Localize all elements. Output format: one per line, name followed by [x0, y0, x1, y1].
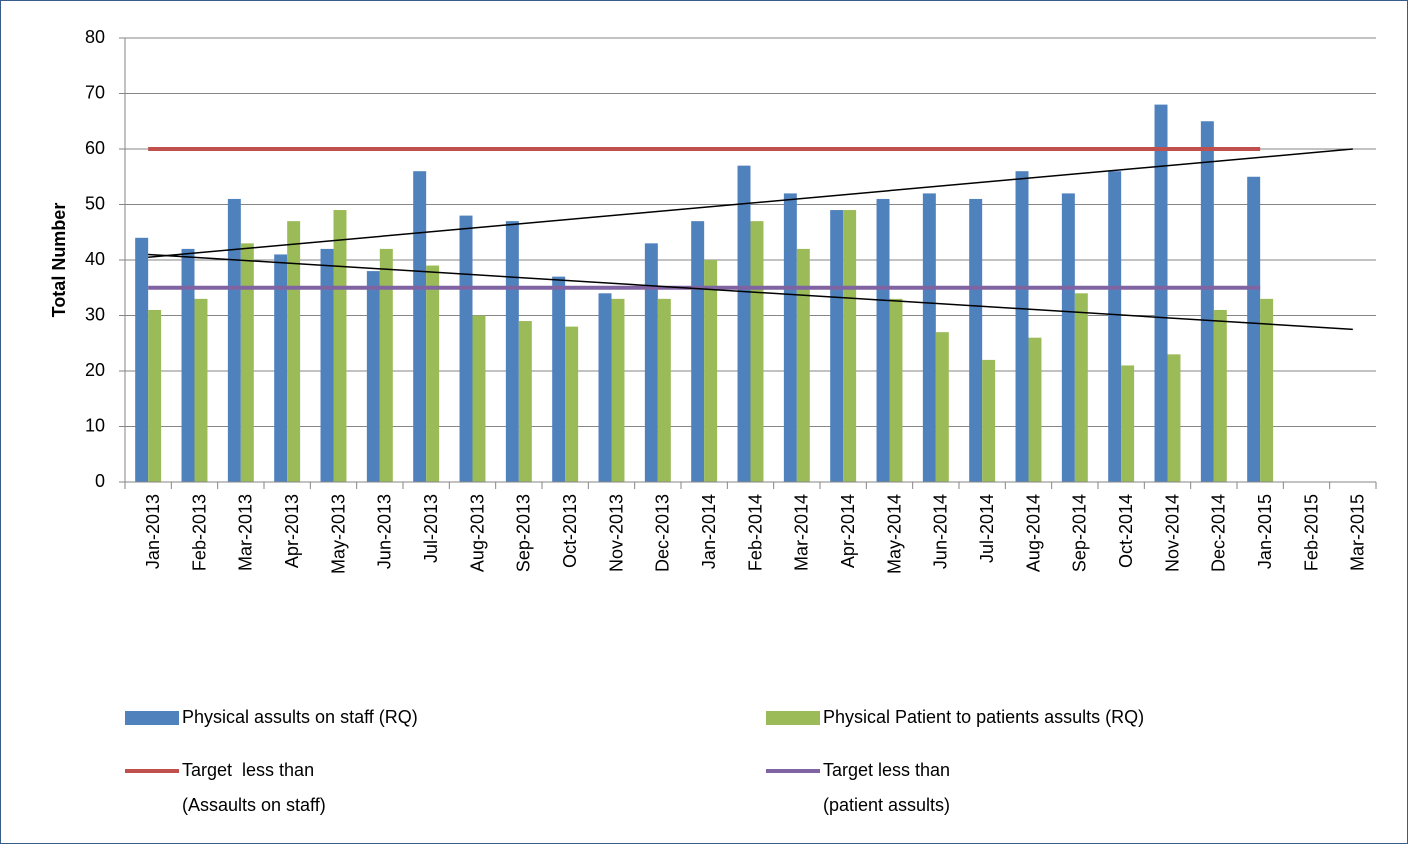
bar	[1154, 104, 1168, 482]
y-axis-title: Total Number	[49, 203, 69, 318]
legend-swatch	[766, 711, 820, 725]
y-tick-label: 0	[95, 471, 105, 491]
bar	[750, 221, 764, 482]
bar	[691, 221, 705, 482]
x-tick-label: Mar-2014	[792, 494, 812, 571]
bar	[796, 248, 810, 482]
x-tick-label: Aug-2014	[1023, 494, 1043, 572]
bar	[194, 298, 208, 482]
bar	[181, 248, 195, 482]
bar	[287, 221, 301, 482]
bar	[565, 326, 579, 482]
bar	[1074, 293, 1088, 482]
bar	[1213, 309, 1227, 482]
bar	[379, 248, 393, 482]
x-tick-label: Jan-2013	[143, 494, 163, 569]
y-tick-label: 60	[85, 138, 105, 158]
y-tick-label: 10	[85, 415, 105, 435]
x-tick-label: Apr-2014	[838, 494, 858, 568]
bar	[598, 293, 612, 482]
bar	[1247, 176, 1261, 482]
bar	[1028, 337, 1042, 482]
bar	[1121, 365, 1135, 482]
x-tick-label: Mar-2015	[1348, 494, 1368, 571]
bar	[413, 171, 427, 482]
x-tick-label: Sep-2014	[1070, 494, 1090, 572]
bar	[611, 298, 625, 482]
x-tick-label: Sep-2013	[514, 494, 534, 572]
y-tick-label: 70	[85, 82, 105, 102]
bar	[657, 298, 671, 482]
x-tick-label: Dec-2014	[1209, 494, 1229, 572]
bar	[320, 248, 334, 482]
bar	[1015, 171, 1029, 482]
bar	[935, 332, 949, 482]
bar	[333, 210, 347, 483]
x-tick-label: Jan-2014	[699, 494, 719, 569]
x-tick-label: Dec-2013	[653, 494, 673, 572]
bar	[426, 265, 440, 482]
x-tick-label: Oct-2014	[1116, 494, 1136, 568]
y-tick-label: 20	[85, 360, 105, 380]
bar	[889, 298, 903, 482]
bar	[518, 321, 532, 482]
x-tick-label: Feb-2015	[1301, 494, 1321, 571]
legend-swatch	[125, 711, 179, 725]
bar	[1061, 193, 1075, 482]
bar	[505, 221, 519, 482]
bar	[1108, 171, 1122, 482]
bar	[1200, 121, 1214, 482]
bar	[982, 359, 996, 482]
legend-label: Physical assults on staff (RQ)	[182, 707, 418, 727]
bar	[227, 198, 241, 482]
bar	[552, 276, 566, 482]
bar	[274, 254, 288, 482]
bar	[704, 260, 718, 482]
legend-label: Physical Patient to patients assults (RQ…	[823, 707, 1145, 727]
bar	[644, 243, 658, 482]
legend-label: Target less than (Assaults on staff)	[182, 760, 326, 815]
x-tick-label: May-2013	[328, 494, 348, 574]
bar	[969, 198, 983, 482]
x-tick-label: May-2014	[884, 494, 904, 574]
x-tick-label: Feb-2014	[745, 494, 765, 571]
x-tick-label: Feb-2013	[189, 494, 209, 571]
bar	[366, 271, 380, 482]
legend-label: Target less than (patient assults)	[823, 760, 951, 815]
bar	[830, 210, 844, 483]
bar	[876, 198, 890, 482]
x-tick-label: Oct-2013	[560, 494, 580, 568]
bar	[1167, 354, 1181, 482]
bar	[148, 309, 162, 482]
bar	[240, 243, 254, 482]
x-tick-label: Jun-2013	[375, 494, 395, 569]
x-tick-label: Jul-2013	[421, 494, 441, 563]
bar	[783, 193, 797, 482]
bar	[459, 215, 473, 482]
bar	[135, 237, 149, 482]
bar	[472, 315, 486, 482]
bar	[737, 165, 751, 482]
x-tick-label: Jan-2015	[1255, 494, 1275, 569]
trendline	[148, 148, 1353, 258]
x-tick-label: Nov-2013	[606, 494, 626, 572]
bar	[922, 193, 936, 482]
x-tick-label: Apr-2013	[282, 494, 302, 568]
x-tick-label: Aug-2013	[467, 494, 487, 572]
x-tick-label: Jul-2014	[977, 494, 997, 563]
y-tick-label: 50	[85, 193, 105, 213]
y-tick-label: 40	[85, 249, 105, 269]
x-tick-label: Mar-2013	[236, 494, 256, 571]
y-tick-label: 30	[85, 304, 105, 324]
bar	[1260, 298, 1274, 482]
x-tick-label: Nov-2014	[1162, 494, 1182, 572]
x-tick-label: Jun-2014	[931, 494, 951, 569]
trendline	[148, 253, 1353, 331]
y-tick-label: 80	[85, 27, 105, 47]
bar	[843, 210, 857, 483]
